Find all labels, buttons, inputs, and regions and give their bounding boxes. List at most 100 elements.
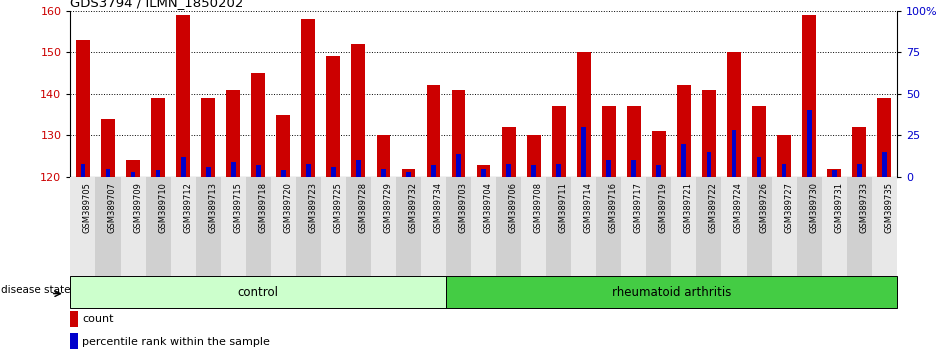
Bar: [796, 177, 822, 276]
Bar: [853, 127, 866, 177]
Text: GSM389715: GSM389715: [233, 182, 242, 233]
Text: GSM389730: GSM389730: [809, 182, 818, 233]
Text: GSM389712: GSM389712: [183, 182, 192, 233]
Bar: [752, 106, 766, 177]
Text: GSM389733: GSM389733: [859, 182, 869, 233]
Bar: [105, 169, 111, 177]
Text: GSM389723: GSM389723: [308, 182, 317, 233]
Bar: [802, 15, 816, 177]
Text: disease state: disease state: [2, 285, 71, 296]
Bar: [327, 56, 340, 177]
Bar: [652, 131, 666, 177]
Text: GSM389709: GSM389709: [133, 182, 142, 233]
Bar: [76, 40, 90, 177]
Bar: [477, 165, 490, 177]
Text: GSM389731: GSM389731: [834, 182, 843, 233]
Bar: [501, 127, 516, 177]
Bar: [70, 311, 78, 327]
Bar: [871, 177, 897, 276]
Text: count: count: [82, 314, 114, 325]
Text: GSM389732: GSM389732: [408, 182, 418, 233]
Bar: [281, 170, 285, 177]
Bar: [70, 177, 96, 276]
Bar: [201, 98, 215, 177]
Bar: [581, 127, 586, 177]
Bar: [346, 177, 371, 276]
Bar: [351, 44, 365, 177]
Bar: [406, 172, 411, 177]
Text: GSM389714: GSM389714: [584, 182, 593, 233]
Bar: [546, 177, 571, 276]
Bar: [452, 90, 466, 177]
Bar: [101, 119, 115, 177]
Bar: [431, 165, 436, 177]
Bar: [571, 177, 596, 276]
Bar: [426, 85, 440, 177]
Bar: [702, 90, 716, 177]
Text: GSM389707: GSM389707: [108, 182, 117, 233]
Bar: [721, 177, 747, 276]
Text: GDS3794 / ILMN_1850202: GDS3794 / ILMN_1850202: [70, 0, 244, 10]
Bar: [481, 169, 486, 177]
Bar: [276, 115, 290, 177]
Bar: [146, 177, 171, 276]
Bar: [377, 135, 391, 177]
Bar: [221, 177, 246, 276]
Text: GSM389726: GSM389726: [759, 182, 768, 233]
Bar: [777, 135, 791, 177]
Bar: [381, 169, 386, 177]
Text: GSM389717: GSM389717: [634, 182, 643, 233]
Bar: [151, 98, 165, 177]
Bar: [402, 169, 415, 177]
Bar: [252, 73, 265, 177]
Bar: [356, 160, 361, 177]
Bar: [552, 106, 565, 177]
Text: percentile rank within the sample: percentile rank within the sample: [82, 337, 269, 347]
Text: GSM389719: GSM389719: [659, 182, 668, 233]
Bar: [671, 177, 697, 276]
Text: GSM389727: GSM389727: [784, 182, 793, 233]
Bar: [527, 135, 541, 177]
Bar: [471, 177, 496, 276]
Bar: [296, 177, 321, 276]
Text: GSM389704: GSM389704: [484, 182, 493, 233]
Text: GSM389716: GSM389716: [608, 182, 618, 233]
Bar: [206, 167, 210, 177]
Bar: [596, 177, 622, 276]
Text: GSM389706: GSM389706: [509, 182, 517, 233]
Text: GSM389703: GSM389703: [458, 182, 468, 233]
Bar: [171, 177, 195, 276]
Bar: [506, 164, 511, 177]
Bar: [757, 157, 762, 177]
Text: GSM389721: GSM389721: [684, 182, 693, 233]
Bar: [226, 90, 240, 177]
Bar: [246, 177, 270, 276]
Bar: [456, 154, 461, 177]
Bar: [682, 144, 686, 177]
Bar: [496, 177, 521, 276]
Bar: [301, 19, 316, 177]
Bar: [646, 177, 671, 276]
Bar: [556, 164, 562, 177]
Text: GSM389734: GSM389734: [434, 182, 442, 233]
Bar: [81, 164, 85, 177]
Bar: [255, 165, 261, 177]
Bar: [180, 157, 186, 177]
Bar: [331, 167, 336, 177]
Text: GSM389705: GSM389705: [83, 182, 92, 233]
Bar: [847, 177, 871, 276]
Bar: [446, 177, 471, 276]
Bar: [772, 177, 796, 276]
Text: GSM389711: GSM389711: [559, 182, 568, 233]
Bar: [421, 177, 446, 276]
Text: control: control: [238, 286, 279, 298]
Bar: [521, 177, 546, 276]
Text: GSM389729: GSM389729: [383, 182, 393, 233]
Bar: [832, 170, 837, 177]
Bar: [706, 152, 712, 177]
Bar: [631, 160, 637, 177]
Text: GSM389725: GSM389725: [333, 182, 343, 233]
Bar: [882, 152, 886, 177]
Bar: [371, 177, 396, 276]
Text: GSM389728: GSM389728: [359, 182, 367, 233]
